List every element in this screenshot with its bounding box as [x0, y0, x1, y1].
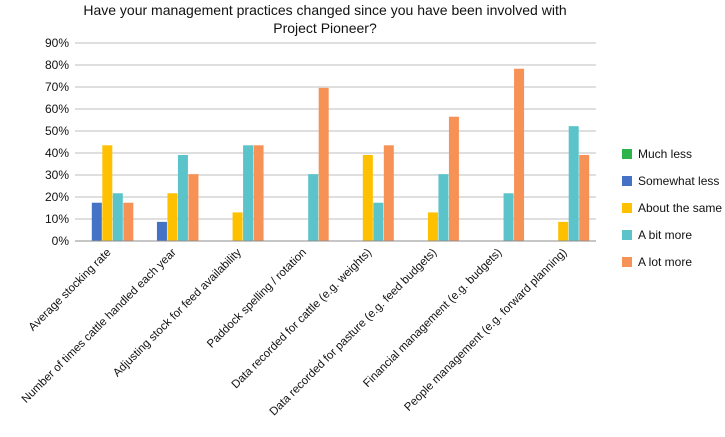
bar-a-bit-more — [308, 174, 319, 241]
legend-label: Much less — [638, 147, 692, 161]
category-label: Data recorded for cattle (e.g. weights) — [230, 247, 375, 392]
bar-a-bit-more — [243, 145, 254, 241]
legend: Much less Somewhat less About the same A bi… — [622, 147, 722, 269]
bar-about-the-same — [102, 145, 113, 241]
legend-swatch — [622, 230, 632, 240]
bars — [91, 68, 590, 242]
bar-about-the-same — [558, 221, 569, 241]
bar-about-the-same — [167, 193, 178, 241]
bar-somewhat-less — [91, 202, 102, 241]
y-tick-label: 70% — [45, 80, 69, 94]
bar-about-the-same — [232, 212, 243, 241]
chart-title-line-2: Project Pioneer? — [273, 20, 377, 36]
bar-a-lot-more — [448, 116, 459, 241]
y-axis-tick-labels: 0% 10% 20% 30% 40% 50% 60% 70% 80% 90% — [45, 36, 69, 248]
bar-a-lot-more — [318, 87, 329, 241]
y-tick-label: 30% — [45, 168, 69, 182]
legend-swatch — [622, 257, 632, 267]
bar-a-bit-more — [112, 193, 123, 241]
chart-title: Have your management practices changed s… — [83, 2, 566, 36]
y-tick-label: 60% — [45, 102, 69, 116]
legend-swatch — [622, 203, 632, 213]
gridlines — [75, 42, 596, 242]
y-tick-label: 80% — [45, 58, 69, 72]
bar-about-the-same — [427, 212, 438, 241]
bar-a-bit-more — [373, 202, 384, 241]
y-tick-label: 0% — [52, 234, 70, 248]
bar-a-bit-more — [568, 126, 579, 241]
y-tick-label: 40% — [45, 146, 69, 160]
legend-swatch — [622, 176, 632, 186]
chart-title-line-1: Have your management practices changed s… — [83, 2, 566, 18]
bar-a-lot-more — [123, 202, 134, 241]
bar-a-bit-more — [177, 154, 188, 241]
y-tick-label: 50% — [45, 124, 69, 138]
bar-a-lot-more — [383, 145, 394, 241]
legend-label: Somewhat less — [638, 174, 719, 188]
legend-label: A lot more — [638, 255, 692, 269]
bar-a-bit-more — [438, 174, 449, 241]
y-tick-label: 10% — [45, 212, 69, 226]
y-tick-label: 20% — [45, 190, 69, 204]
legend-swatch — [622, 149, 632, 159]
bar-a-lot-more — [253, 145, 264, 241]
bar-a-bit-more — [503, 193, 514, 241]
bar-a-lot-more — [188, 174, 199, 241]
bar-a-lot-more — [514, 68, 525, 242]
legend-label: About the same — [638, 201, 722, 215]
bar-somewhat-less — [156, 221, 167, 241]
category-label: Financial management (e.g. budgets) — [361, 247, 504, 390]
bar-about-the-same — [362, 154, 373, 241]
legend-label: A bit more — [638, 228, 692, 242]
y-tick-label: 90% — [45, 36, 69, 50]
bar-a-lot-more — [579, 154, 590, 241]
category-label: Adjusting stock for feed availability — [111, 246, 244, 379]
